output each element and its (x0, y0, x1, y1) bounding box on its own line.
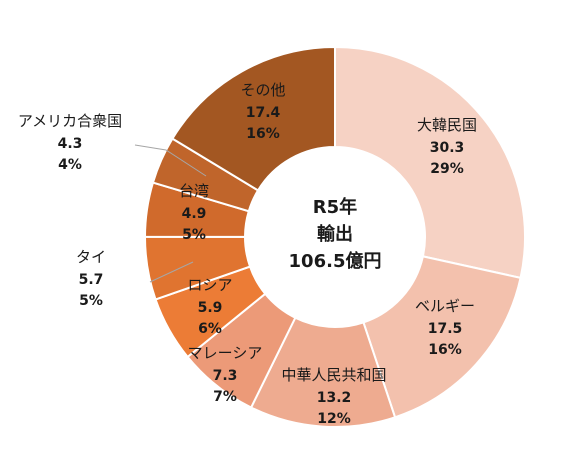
slice-value: 7.3 (213, 368, 238, 384)
leader-line-6 (149, 261, 194, 283)
slice-label-8: アメリカ合衆国 4.3 4% (18, 112, 122, 173)
slice-name: マレーシア (188, 344, 263, 362)
slice-label-6: タイ 5.7 5% (76, 248, 106, 309)
slice-label-1: 大韓民国 30.3 29% (417, 116, 477, 177)
center-label-line-1: R5年 (313, 196, 357, 218)
slice-percent: 16% (246, 126, 280, 142)
slice-name: 中華人民共和国 (281, 366, 386, 384)
slice-label-5: ロシア 5.9 6% (187, 276, 232, 337)
slice-percent: 6% (198, 321, 222, 337)
slice-percent: 4% (58, 157, 82, 173)
slice-label-2: ベルギー 17.5 16% (415, 297, 475, 358)
slice-value: 5.7 (79, 272, 104, 288)
slice-value: 5.9 (198, 300, 223, 316)
slice-name: タイ (76, 248, 106, 266)
slice-label-7: 台湾 4.9 5% (179, 182, 209, 243)
slice-value: 4.9 (182, 206, 207, 222)
slice-name: その他 (240, 81, 285, 99)
slice-name: 台湾 (179, 182, 209, 200)
slice-name: ベルギー (415, 297, 475, 315)
slice-label-4: マレーシア 7.3 7% (188, 344, 263, 405)
slice-name: ロシア (187, 276, 232, 294)
slice-value: 4.3 (58, 136, 83, 152)
slice-label-9: その他 17.4 16% (240, 81, 285, 142)
slice-value: 30.3 (430, 140, 465, 156)
slice-value: 17.5 (428, 321, 463, 337)
leader-line-8 (134, 144, 207, 177)
donut-slice-2 (362, 255, 522, 419)
slice-value: 13.2 (317, 390, 352, 406)
donut-slice-1 (334, 45, 526, 280)
slice-percent: 7% (213, 389, 237, 405)
slice-percent: 16% (428, 342, 462, 358)
slice-percent: 12% (317, 411, 351, 427)
slice-percent: 29% (430, 161, 464, 177)
center-label-line-2: 輸出 (317, 223, 353, 245)
donut-slice-9 (171, 45, 336, 192)
slice-name: 大韓民国 (417, 116, 477, 134)
slice-name: アメリカ合衆国 (18, 112, 122, 130)
slice-percent: 5% (182, 227, 206, 243)
slice-percent: 5% (79, 293, 103, 309)
slice-value: 17.4 (246, 105, 281, 121)
slice-label-3: 中華人民共和国 13.2 12% (281, 366, 386, 427)
center-label-line-3: 106.5億円 (289, 250, 382, 272)
